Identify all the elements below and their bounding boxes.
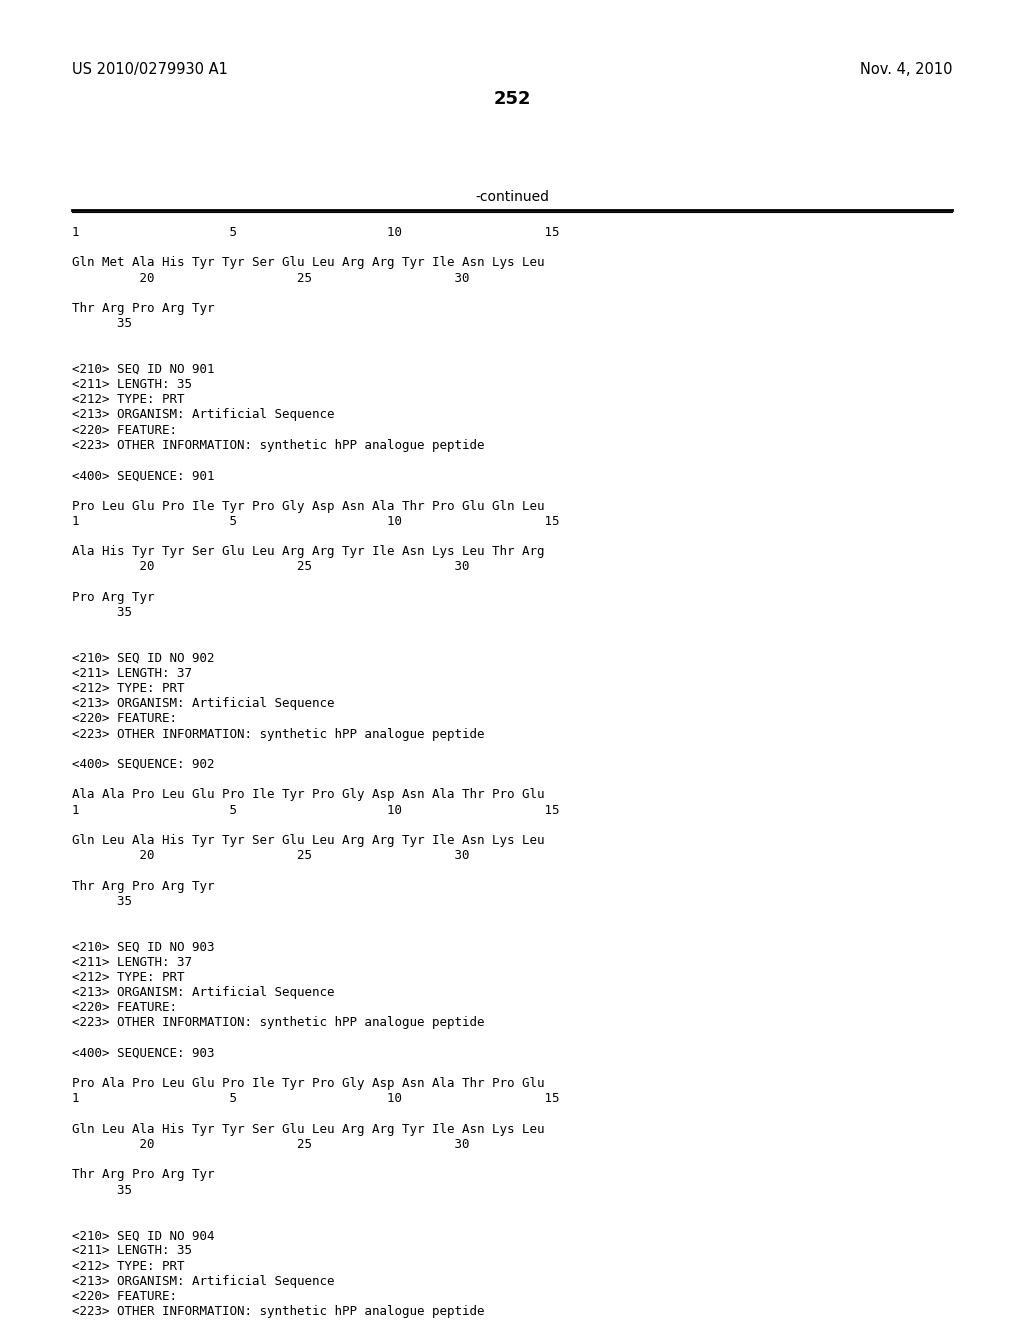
Text: Gln Leu Ala His Tyr Tyr Ser Glu Leu Arg Arg Tyr Ile Asn Lys Leu: Gln Leu Ala His Tyr Tyr Ser Glu Leu Arg …	[72, 1123, 545, 1135]
Text: <220> FEATURE:: <220> FEATURE:	[72, 1001, 177, 1014]
Text: 35: 35	[72, 317, 132, 330]
Text: <210> SEQ ID NO 902: <210> SEQ ID NO 902	[72, 652, 214, 664]
Text: Pro Leu Glu Pro Ile Tyr Pro Gly Asp Asn Ala Thr Pro Glu Gln Leu: Pro Leu Glu Pro Ile Tyr Pro Gly Asp Asn …	[72, 499, 545, 512]
Text: Pro Arg Tyr: Pro Arg Tyr	[72, 591, 155, 603]
Text: 252: 252	[494, 90, 530, 108]
Text: <212> TYPE: PRT: <212> TYPE: PRT	[72, 682, 184, 696]
Text: <213> ORGANISM: Artificial Sequence: <213> ORGANISM: Artificial Sequence	[72, 1275, 335, 1288]
Text: <400> SEQUENCE: 902: <400> SEQUENCE: 902	[72, 758, 214, 771]
Text: 1                    5                    10                   15: 1 5 10 15	[72, 1093, 559, 1105]
Text: 35: 35	[72, 1184, 132, 1197]
Text: Ala His Tyr Tyr Ser Glu Leu Arg Arg Tyr Ile Asn Lys Leu Thr Arg: Ala His Tyr Tyr Ser Glu Leu Arg Arg Tyr …	[72, 545, 545, 558]
Text: 35: 35	[72, 895, 132, 908]
Text: <223> OTHER INFORMATION: synthetic hPP analogue peptide: <223> OTHER INFORMATION: synthetic hPP a…	[72, 438, 484, 451]
Text: 1                    5                    10                   15: 1 5 10 15	[72, 804, 559, 817]
Text: <213> ORGANISM: Artificial Sequence: <213> ORGANISM: Artificial Sequence	[72, 408, 335, 421]
Text: Ala Ala Pro Leu Glu Pro Ile Tyr Pro Gly Asp Asn Ala Thr Pro Glu: Ala Ala Pro Leu Glu Pro Ile Tyr Pro Gly …	[72, 788, 545, 801]
Text: Thr Arg Pro Arg Tyr: Thr Arg Pro Arg Tyr	[72, 879, 214, 892]
Text: Gln Met Ala His Tyr Tyr Ser Glu Leu Arg Arg Tyr Ile Asn Lys Leu: Gln Met Ala His Tyr Tyr Ser Glu Leu Arg …	[72, 256, 545, 269]
Text: Thr Arg Pro Arg Tyr: Thr Arg Pro Arg Tyr	[72, 1168, 214, 1181]
Text: <211> LENGTH: 35: <211> LENGTH: 35	[72, 378, 193, 391]
Text: US 2010/0279930 A1: US 2010/0279930 A1	[72, 62, 228, 77]
Text: 1                    5                    10                   15: 1 5 10 15	[72, 226, 559, 239]
Text: 20                   25                   30: 20 25 30	[72, 849, 469, 862]
Text: 20                   25                   30: 20 25 30	[72, 272, 469, 285]
Text: <211> LENGTH: 37: <211> LENGTH: 37	[72, 956, 193, 969]
Text: <223> OTHER INFORMATION: synthetic hPP analogue peptide: <223> OTHER INFORMATION: synthetic hPP a…	[72, 1016, 484, 1030]
Text: 20                   25                   30: 20 25 30	[72, 1138, 469, 1151]
Text: <213> ORGANISM: Artificial Sequence: <213> ORGANISM: Artificial Sequence	[72, 986, 335, 999]
Text: 20                   25                   30: 20 25 30	[72, 561, 469, 573]
Text: <400> SEQUENCE: 901: <400> SEQUENCE: 901	[72, 469, 214, 482]
Text: <212> TYPE: PRT: <212> TYPE: PRT	[72, 970, 184, 983]
Text: Pro Ala Pro Leu Glu Pro Ile Tyr Pro Gly Asp Asn Ala Thr Pro Glu: Pro Ala Pro Leu Glu Pro Ile Tyr Pro Gly …	[72, 1077, 545, 1090]
Text: 35: 35	[72, 606, 132, 619]
Text: <210> SEQ ID NO 904: <210> SEQ ID NO 904	[72, 1229, 214, 1242]
Text: <210> SEQ ID NO 903: <210> SEQ ID NO 903	[72, 940, 214, 953]
Text: -continued: -continued	[475, 190, 549, 205]
Text: <213> ORGANISM: Artificial Sequence: <213> ORGANISM: Artificial Sequence	[72, 697, 335, 710]
Text: <211> LENGTH: 37: <211> LENGTH: 37	[72, 667, 193, 680]
Text: <212> TYPE: PRT: <212> TYPE: PRT	[72, 1259, 184, 1272]
Text: <223> OTHER INFORMATION: synthetic hPP analogue peptide: <223> OTHER INFORMATION: synthetic hPP a…	[72, 727, 484, 741]
Text: <212> TYPE: PRT: <212> TYPE: PRT	[72, 393, 184, 407]
Text: Thr Arg Pro Arg Tyr: Thr Arg Pro Arg Tyr	[72, 302, 214, 315]
Text: <211> LENGTH: 35: <211> LENGTH: 35	[72, 1245, 193, 1258]
Text: <220> FEATURE:: <220> FEATURE:	[72, 713, 177, 726]
Text: <220> FEATURE:: <220> FEATURE:	[72, 1290, 177, 1303]
Text: <210> SEQ ID NO 901: <210> SEQ ID NO 901	[72, 363, 214, 376]
Text: <400> SEQUENCE: 903: <400> SEQUENCE: 903	[72, 1047, 214, 1060]
Text: Nov. 4, 2010: Nov. 4, 2010	[859, 62, 952, 77]
Text: Gln Leu Ala His Tyr Tyr Ser Glu Leu Arg Arg Tyr Ile Asn Lys Leu: Gln Leu Ala His Tyr Tyr Ser Glu Leu Arg …	[72, 834, 545, 847]
Text: <223> OTHER INFORMATION: synthetic hPP analogue peptide: <223> OTHER INFORMATION: synthetic hPP a…	[72, 1305, 484, 1319]
Text: 1                    5                    10                   15: 1 5 10 15	[72, 515, 559, 528]
Text: <220> FEATURE:: <220> FEATURE:	[72, 424, 177, 437]
